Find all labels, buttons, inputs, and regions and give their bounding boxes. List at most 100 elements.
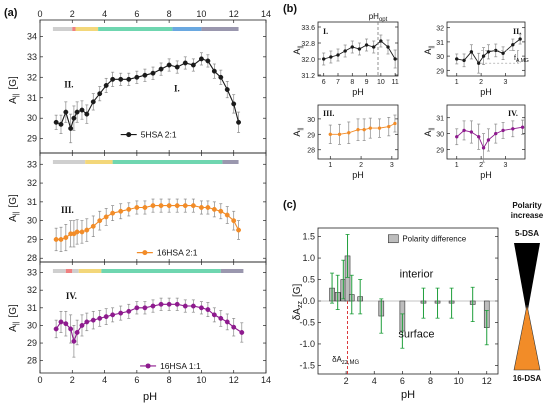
data-point: [166, 62, 172, 68]
data-point: [494, 131, 498, 136]
data-point: [218, 208, 224, 214]
data-point: [350, 45, 355, 49]
y-axis-label: δAzz[G]: [292, 283, 304, 320]
x-tick-label-top: 0: [37, 9, 42, 19]
legend-label: 5HSA 2:1: [141, 130, 177, 140]
data-point: [218, 74, 224, 80]
roman-label: II.: [513, 27, 521, 36]
y-tick-label: 31: [27, 93, 37, 103]
data-point: [511, 127, 515, 131]
data-point: [150, 70, 156, 76]
f-amg-label: fA,MG: [514, 55, 529, 64]
data-point: [224, 319, 230, 325]
y-tick-label: 32: [27, 285, 37, 295]
data-point: [90, 223, 96, 229]
polarity-bottom-label: 16-DSA: [513, 374, 542, 383]
data-point: [371, 45, 376, 49]
x-tick-label: 12: [229, 375, 239, 385]
data-point: [337, 132, 342, 137]
data-point: [469, 130, 474, 134]
data-point: [79, 107, 85, 113]
panel-label-a: (a): [4, 7, 18, 19]
y-axis-label: A||[G]: [8, 76, 20, 104]
data-point: [198, 305, 204, 311]
data-point: [74, 330, 80, 335]
legend-marker: [142, 250, 148, 256]
x-tick-label: 14: [261, 375, 271, 385]
phase-segment: [201, 27, 239, 31]
x-axis-label: pH: [352, 87, 364, 97]
phase-segment: [222, 160, 239, 164]
data-point: [393, 121, 397, 126]
data-point: [79, 229, 85, 235]
data-point: [58, 236, 64, 242]
phase-segment: [78, 269, 102, 273]
data-point: [218, 315, 224, 321]
legend-marker: [145, 363, 151, 369]
legend-label: 16HSA 1:1: [160, 361, 201, 371]
data-point: [362, 127, 366, 132]
data-point: [455, 135, 459, 139]
data-point: [142, 205, 148, 210]
data-point: [190, 203, 196, 209]
roman-label: I.: [323, 27, 328, 36]
data-point: [182, 203, 188, 209]
plot-b4: 1 2 3 29 30 31A|| pH IV.: [423, 104, 526, 180]
data-point: [329, 55, 333, 59]
data-point: [476, 61, 481, 65]
x-tick-label: 1: [455, 162, 459, 169]
x-tick-label: 1: [328, 162, 332, 169]
y-tick-label: -0.5: [299, 317, 315, 327]
x-tick-label: 3: [504, 79, 508, 86]
x-tick-label: 9: [365, 79, 369, 86]
data-point: [126, 206, 132, 212]
x-tick-label: 2: [70, 375, 75, 385]
data-point: [53, 236, 59, 242]
x-tick-label: 3: [504, 162, 508, 169]
data-point: [469, 50, 474, 54]
data-point: [150, 303, 156, 309]
phase-segment: [52, 269, 66, 273]
plot-b2: 1 2 3 29 30 31 32 A|| pH II. fA,MG: [423, 21, 529, 97]
y-tick-label: 33: [27, 159, 37, 169]
data-point: [321, 57, 326, 61]
plot-c: 2 4 6 8 10 12 -1.5 -1.0 -0.5 0.0 0.5 1.0 1.5 Polarity…: [292, 227, 499, 401]
data-point: [97, 218, 103, 224]
x-tick-label: 12: [482, 376, 492, 386]
polarity-orange-triangle: [513, 304, 541, 371]
y-tick-label: 31: [27, 303, 37, 313]
plot-frame: [446, 21, 526, 77]
data-point: [211, 68, 217, 74]
data-point: [211, 206, 217, 212]
phase-segment: [52, 27, 73, 31]
data-point: [239, 330, 245, 335]
x-tick-label: 7: [336, 79, 340, 86]
data-point: [90, 99, 96, 105]
y-tick-label: 29: [27, 134, 37, 144]
data-point: [53, 326, 59, 332]
y-tick-label: 30: [27, 113, 37, 123]
y-tick-label: 0.5: [302, 275, 315, 285]
y-axis-label: A||: [292, 45, 304, 55]
data-point: [455, 57, 459, 61]
series-line: [456, 126, 523, 149]
x-tick-label: 10: [196, 375, 206, 385]
y-tick-label: 30: [27, 320, 37, 330]
y-tick-label: 29: [27, 338, 37, 348]
data-point: [58, 319, 64, 325]
y-tick-label: 1.5: [302, 232, 315, 242]
data-point: [224, 212, 230, 218]
data-point: [79, 322, 85, 328]
data-point: [486, 138, 491, 142]
y-tick-label: 32: [27, 72, 37, 82]
phase-segment: [101, 269, 221, 273]
data-point: [328, 132, 333, 137]
data-point: [520, 125, 525, 129]
phase-segment: [98, 27, 173, 31]
plot-b1: 6 7 8 9 10 11 31.2 32.0 32.8 33.6 A|| pH I. pHopt: [292, 12, 399, 97]
data-point: [158, 66, 164, 72]
x-axis-label: pH: [480, 170, 492, 180]
a-xlabel: pH: [143, 391, 157, 403]
data-point: [84, 227, 90, 233]
